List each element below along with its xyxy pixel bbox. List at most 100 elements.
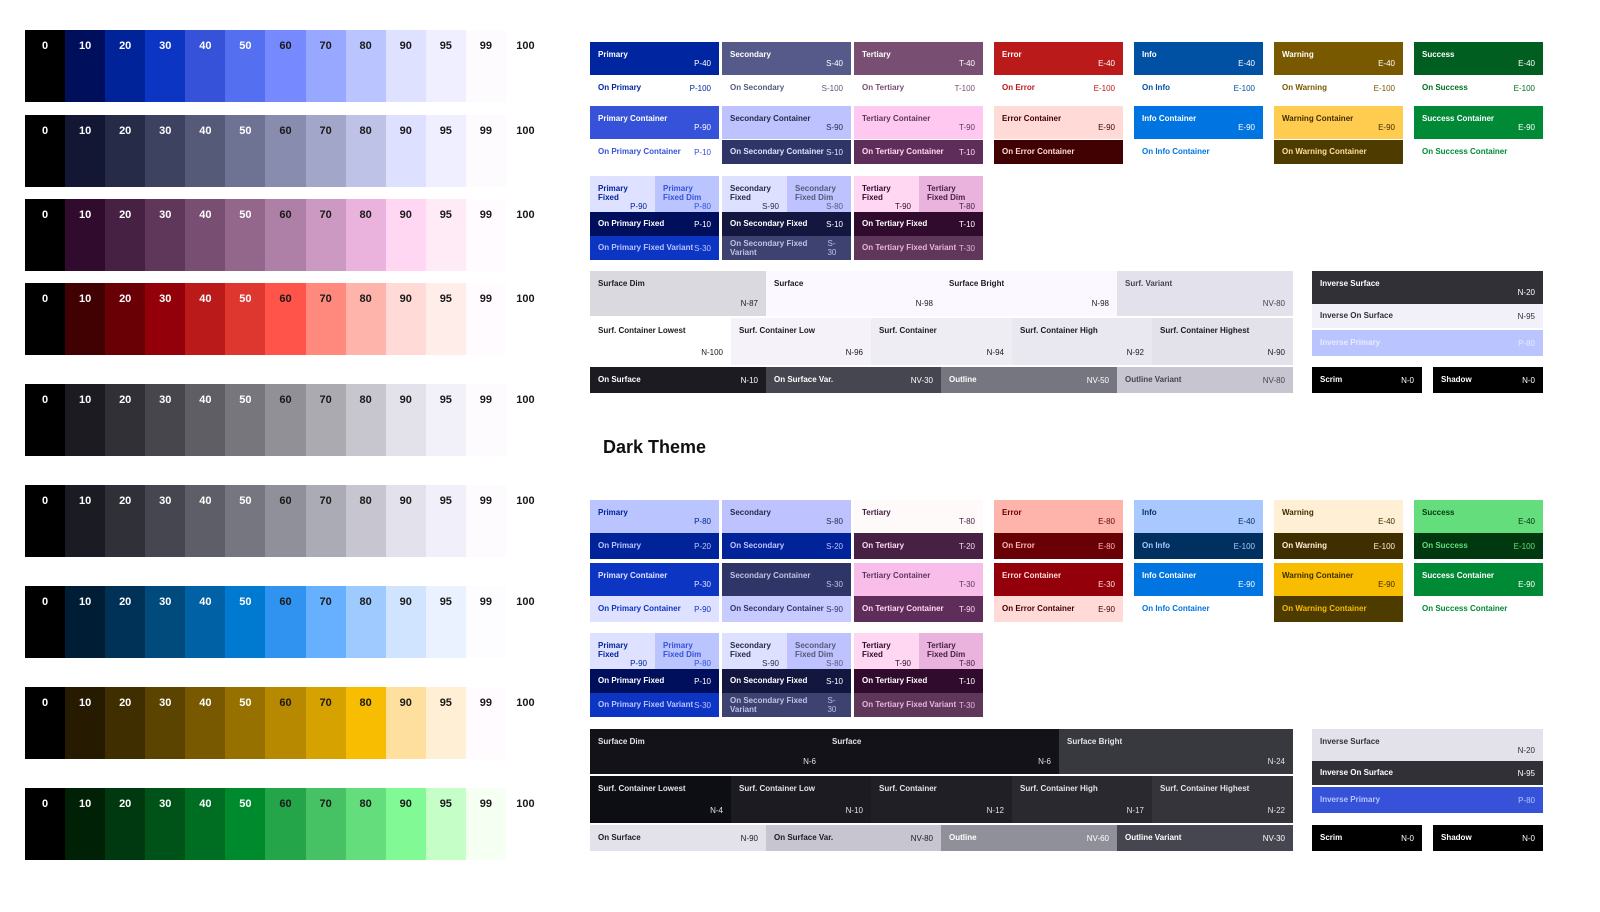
tone-swatch: 10 (65, 485, 106, 557)
tone-swatch: 20 (105, 199, 146, 271)
color-role-on-warning: On Warning E-100 (1274, 76, 1403, 100)
role-name: Error (1002, 50, 1022, 59)
tone-token: N-4 (710, 806, 723, 815)
role-name: On Info (1142, 541, 1170, 551)
tone-swatch: 10 (65, 30, 106, 102)
color-role-secondary: Secondary S-40 (722, 42, 851, 75)
color-role-surface: Surface N-98 (766, 271, 941, 316)
tone-swatch: 60 (265, 687, 306, 759)
tone-token: E-40 (1238, 59, 1255, 69)
tone-swatch: 50 (225, 115, 266, 187)
tone-token: S-90 (762, 659, 779, 669)
tone-token: T-90 (958, 123, 975, 133)
role-name: On Primary (598, 541, 642, 551)
tone-token: N-90 (1267, 348, 1285, 357)
role-name: On Error Container (1002, 604, 1075, 614)
role-name: Secondary Container (730, 114, 811, 123)
tone-token: P-10 (694, 147, 711, 157)
color-role-success-container: Success Container E-90 (1414, 106, 1543, 139)
tone-token: S-20 (826, 541, 843, 551)
tone-swatch: 30 (145, 788, 186, 860)
tone-swatch: 100 (505, 283, 546, 355)
tone-token: T-80 (958, 202, 975, 212)
color-role-on-tertiary: On Tertiary T-100 (854, 76, 983, 100)
role-name: Error (1002, 508, 1022, 517)
role-name: Tertiary (862, 508, 891, 517)
tone-token: T-80 (958, 659, 975, 669)
tone-token: N-12 (986, 806, 1004, 815)
tone-token: E-100 (1513, 83, 1535, 93)
tone-swatch: 10 (65, 283, 106, 355)
tone-swatch: 95 (425, 788, 466, 860)
role-name: On Tertiary Fixed (862, 676, 928, 686)
role-name: Surface (832, 737, 862, 746)
tone-swatch: 20 (105, 485, 146, 557)
tone-swatch: 10 (65, 115, 106, 187)
tone-swatch: 40 (185, 687, 226, 759)
tone-token: NV-30 (1262, 833, 1285, 843)
color-role-scrim: Scrim N-0 (1312, 367, 1422, 393)
color-role-on-secondary-fixed-variant: On Secondary Fixed Variant S-30 (722, 236, 851, 260)
role-name: On Tertiary Fixed Variant (862, 243, 957, 253)
color-role-tertiary-fixed-dim: Tertiary Fixed Dim T-80 (919, 176, 983, 212)
color-role-outline: Outline NV-50 (941, 367, 1117, 393)
role-name: Primary Container (598, 571, 668, 580)
tone-token: P-90 (630, 659, 647, 669)
role-name: Surface (774, 279, 804, 288)
tone-token: T-30 (958, 580, 975, 590)
tone-swatch: 90 (385, 384, 426, 456)
tone-token: T-90 (894, 659, 911, 669)
color-role-inverse-primary: Inverse Primary P-80 (1312, 330, 1543, 356)
tone-swatch: 100 (505, 384, 546, 456)
tone-swatch: 80 (345, 586, 386, 658)
color-role-on-primary-fixed: On Primary Fixed P-10 (590, 212, 719, 236)
color-role-primary-fixed-dim: Primary Fixed Dim P-80 (655, 176, 719, 212)
color-role-info: Info E-40 (1134, 42, 1263, 75)
tone-token: T-100 (954, 83, 975, 93)
role-name: Surf. Container Lowest (598, 326, 686, 335)
tone-token: N-6 (803, 757, 816, 766)
color-role-surface-dim: Surface Dim N-6 (590, 729, 824, 774)
tone-token: P-80 (1518, 338, 1535, 348)
role-name: Outline (949, 833, 977, 843)
role-name: Surf. Container Highest (1160, 784, 1250, 793)
role-name: On Success (1422, 541, 1468, 551)
tone-token: P-20 (694, 541, 711, 551)
role-name: Surface Dim (598, 737, 645, 746)
role-name: Secondary Fixed (730, 641, 771, 660)
role-name: Inverse On Surface (1320, 768, 1393, 778)
palette-warning: 0 10 20 30 40 50 60 70 80 90 95 99 100 (25, 687, 546, 759)
tone-swatch: 50 (225, 30, 266, 102)
color-role-on-secondary: On Secondary S-100 (722, 76, 851, 100)
tone-swatch: 90 (385, 485, 426, 557)
tone-swatch: 80 (345, 485, 386, 557)
tone-token: S-10 (826, 219, 843, 229)
tone-token: S-90 (826, 604, 843, 614)
color-role-on-success: On Success E-100 (1414, 76, 1543, 100)
role-name: Tertiary (862, 50, 891, 59)
color-role-surface-bright: Surface Bright N-24 (1059, 729, 1293, 774)
tone-token: N-17 (1126, 806, 1144, 815)
color-role-primary-fixed: Primary Fixed P-90 (590, 633, 655, 669)
color-role-on-primary-container: On Primary Container P-10 (590, 140, 719, 164)
tone-swatch: 90 (385, 283, 426, 355)
palette-neutral: 0 10 20 30 40 50 60 70 80 90 95 99 100 (25, 384, 546, 456)
tone-token: T-20 (958, 541, 975, 551)
tone-swatch: 90 (385, 586, 426, 658)
section-title-dark-theme: Dark Theme (603, 437, 707, 457)
tone-token: E-100 (1373, 83, 1395, 93)
color-role-surf-container: Surf. Container N-12 (871, 776, 1012, 823)
role-name: Tertiary Fixed (862, 641, 891, 660)
role-name: Tertiary Fixed Dim (927, 184, 966, 203)
role-name: Tertiary Fixed Dim (927, 641, 966, 660)
tone-token: N-22 (1267, 806, 1285, 815)
tone-swatch: 100 (505, 485, 546, 557)
color-role-surface-dim: Surface Dim N-87 (590, 271, 766, 316)
role-name: Primary Fixed Dim (663, 641, 702, 660)
color-role-warning: Warning E-40 (1274, 42, 1403, 75)
tone-swatch: 95 (425, 384, 466, 456)
color-role-outline-variant: Outline Variant NV-30 (1117, 825, 1293, 851)
tone-token: NV-60 (1086, 833, 1109, 843)
tone-swatch: 90 (385, 687, 426, 759)
role-name: On Warning Container (1282, 147, 1367, 157)
